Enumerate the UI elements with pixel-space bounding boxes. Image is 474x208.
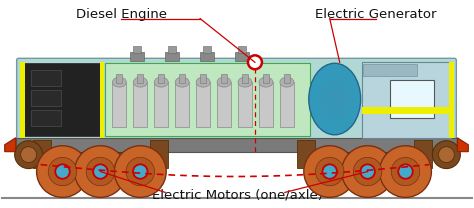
Bar (16, 138, 457, 152)
Bar (19, 62, 25, 138)
Bar (196, 82, 210, 127)
Bar (238, 82, 252, 127)
Circle shape (342, 146, 393, 197)
Polygon shape (5, 138, 16, 152)
Ellipse shape (21, 147, 36, 163)
Text: Electric Generator: Electric Generator (315, 8, 437, 21)
Bar (31, 110, 61, 126)
Bar (242, 74, 248, 83)
Bar (297, 140, 315, 168)
Circle shape (322, 164, 337, 179)
Bar (235, 52, 249, 61)
Circle shape (248, 55, 262, 69)
Bar (203, 46, 211, 53)
Bar (363, 64, 418, 76)
Circle shape (391, 157, 420, 186)
Text: Electric Motors (one/axle): Electric Motors (one/axle) (152, 189, 322, 202)
Text: Diesel Engine: Diesel Engine (76, 8, 167, 21)
Bar (284, 74, 290, 83)
Circle shape (304, 146, 356, 197)
Bar (200, 74, 206, 83)
FancyBboxPatch shape (17, 58, 456, 140)
Ellipse shape (438, 147, 455, 163)
Circle shape (86, 157, 115, 186)
Bar (221, 74, 227, 83)
Bar (414, 140, 432, 168)
Bar (33, 140, 51, 168)
Circle shape (55, 164, 70, 179)
Ellipse shape (154, 77, 168, 87)
Bar (175, 82, 189, 127)
Ellipse shape (133, 77, 147, 87)
Bar (154, 82, 168, 127)
Polygon shape (457, 138, 468, 152)
Bar (41, 152, 160, 166)
Bar (165, 52, 179, 61)
Ellipse shape (196, 77, 210, 87)
Bar (158, 74, 164, 83)
Bar (200, 52, 214, 61)
Ellipse shape (259, 77, 273, 87)
Circle shape (398, 164, 413, 179)
Circle shape (48, 157, 77, 186)
Ellipse shape (432, 141, 460, 168)
Bar (31, 70, 61, 86)
Bar (137, 74, 143, 83)
Circle shape (316, 157, 344, 186)
Circle shape (93, 164, 108, 179)
Bar (168, 46, 176, 53)
Ellipse shape (15, 141, 43, 168)
Ellipse shape (238, 77, 252, 87)
Circle shape (133, 164, 147, 179)
Circle shape (36, 146, 89, 197)
Circle shape (353, 157, 382, 186)
Bar (116, 74, 122, 83)
Bar (449, 62, 455, 138)
Ellipse shape (175, 77, 189, 87)
Ellipse shape (217, 77, 231, 87)
Circle shape (114, 146, 166, 197)
Circle shape (360, 164, 375, 179)
Ellipse shape (280, 77, 294, 87)
Bar (362, 62, 451, 138)
Bar (390, 80, 434, 118)
Circle shape (74, 146, 127, 197)
Bar (305, 152, 424, 166)
Bar (105, 63, 310, 136)
Bar (263, 74, 269, 83)
Bar (23, 63, 100, 136)
Bar (259, 82, 273, 127)
Bar (280, 82, 294, 127)
Bar (150, 140, 168, 168)
Bar (130, 52, 144, 61)
Bar (31, 90, 61, 106)
Circle shape (380, 146, 431, 197)
Ellipse shape (112, 77, 127, 87)
Bar (112, 82, 127, 127)
Bar (179, 74, 185, 83)
Bar (217, 82, 231, 127)
Bar (238, 46, 246, 53)
Bar (100, 62, 104, 138)
Ellipse shape (309, 63, 361, 135)
Bar (133, 46, 141, 53)
Bar (133, 82, 147, 127)
Bar (362, 107, 451, 114)
Circle shape (126, 157, 155, 186)
